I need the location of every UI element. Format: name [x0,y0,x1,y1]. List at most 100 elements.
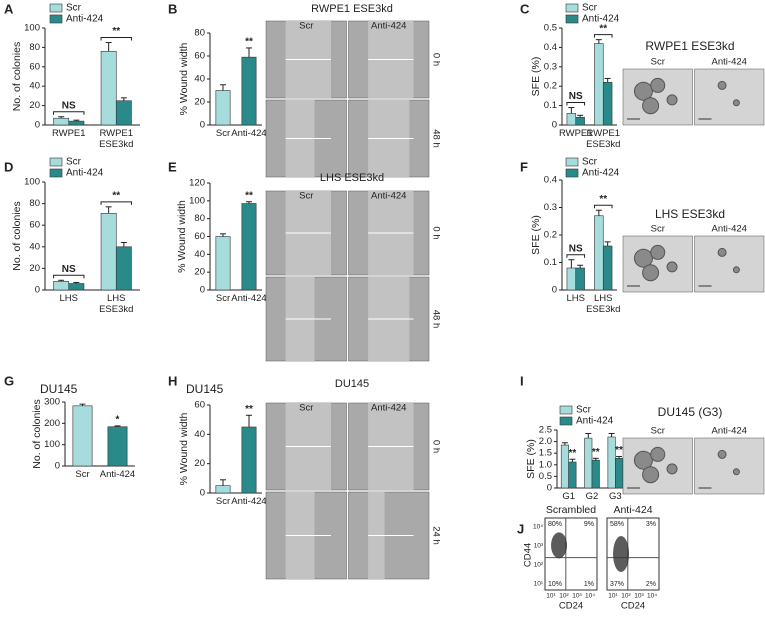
significance-label: ** [112,190,120,201]
y-tick-label: 20 [29,100,40,111]
sphere [732,468,740,476]
legend-swatch [565,14,579,24]
legend-label: Anti-424 [576,416,614,427]
sphere [666,94,678,106]
x-tick-label: LHS [59,293,78,304]
bar [72,405,93,467]
significance-bracket [593,204,613,209]
bar [602,245,613,291]
x-tick-label-box: G3 [608,491,622,502]
bar [594,43,604,126]
column-label: Anti-424 [712,57,747,68]
row-label: 48 h [430,129,441,148]
bar [215,236,231,291]
legend-swatch [559,405,573,415]
quadrant-percent: 3% [646,521,656,528]
legend-swatch [49,168,63,178]
column-label: Anti-424 [371,403,406,414]
legend-swatch [559,416,573,426]
cell-cloud [551,532,568,559]
y-tick-label: 2.5 [539,425,552,436]
y-axis-label: % Wound width [178,412,190,485]
y-axis-label: SFE (%) [530,57,542,97]
x-tick-label: Scr [215,496,231,507]
panel-letter: G [4,373,14,388]
y-tick-label: 0.3 [544,202,557,213]
bar [602,82,613,126]
x-tick-label-box: LHS ESE3kd [586,293,621,315]
bar [594,215,604,291]
y-tick-label: 0.5 [539,471,552,482]
legend-label: Anti-424 [582,14,620,25]
legend-label: Scr [582,157,598,168]
x-tick-label: RWPE1 [51,128,86,139]
quadrant-percent: 9% [584,521,594,528]
x-tick-label: RWPE1 [558,128,593,139]
significance-label: ** [599,23,607,34]
quadrant-percent: 58% [610,521,624,528]
x-tick-label: LHS ESE3kd [586,293,621,315]
significance-label: ** [615,445,623,456]
quadrant-percent: 10% [548,581,562,588]
y-tick-label: 60 [194,231,205,242]
x-axis-label: CD24 [621,601,645,612]
sphere [642,466,660,484]
x-tick-label: Scr [215,293,231,304]
y-tick-label: 40 [29,81,40,92]
x-tick-label: LHS [566,293,585,304]
y-tick-label: 60 [29,220,40,231]
significance-label: NS [62,100,76,111]
panel-letter: I [520,373,524,388]
x-tick-label-box: Scr [215,293,231,304]
bar [566,113,577,126]
micrograph [622,68,693,126]
significance-label: ** [569,448,577,459]
significance-label: NS [569,243,583,254]
significance-bracket [566,254,586,258]
x-tick-label: RWPE1 ESE3kd [586,128,621,150]
sphere [732,266,740,274]
column-label: Scr [299,21,313,32]
y-tick-label: 0.4 [544,175,557,186]
column-label: Anti-424 [371,21,406,32]
y-axis-label: No. of colonies [11,201,23,270]
image-title: DU145 [335,378,369,390]
x-tick-label: 10³ [572,593,582,600]
image-title: DU145 (G3) [658,405,723,419]
x-tick-label-box: Anti-424 [100,469,135,480]
y-tick-label: 0.4 [544,42,557,53]
bar [68,283,85,291]
quadrant-percent: 1% [584,581,594,588]
legend-label: Anti-424 [582,168,620,179]
x-tick-label-box: Anti-424 [231,293,267,304]
y-tick-label: 0 [200,120,205,131]
x-tick-label-box: Scr [75,469,89,480]
legend-label: Scr [582,3,598,14]
row-label: 0 h [430,53,441,66]
y-axis-label: SFE (%) [530,215,542,255]
y-tick-label: 80 [194,213,205,224]
significance-label: ** [592,447,600,458]
x-tick-label: LHS ESE3kd [99,293,134,315]
micrograph [622,437,693,495]
x-axis-label: CD24 [559,601,583,612]
micrograph [694,437,765,495]
y-tick-label: 40 [194,429,205,440]
sphere [666,463,678,475]
y-tick-label: 10⁴ [533,524,543,531]
legend-label: Scr [66,3,82,14]
y-tick-label: 40 [194,249,205,260]
x-tick-label-box: RWPE1 ESE3kd [586,128,621,150]
x-tick-label: G3 [608,491,622,502]
quadrant-percent: 80% [548,521,562,528]
y-tick-label: 80 [29,42,40,53]
significance-label: ** [599,194,607,205]
x-tick-label: Anti-424 [231,293,267,304]
y-tick-label: 100 [24,23,40,34]
y-tick-label: 40 [194,74,205,85]
sphere [717,247,727,257]
y-axis-label: CD44 [523,543,534,567]
x-tick-label: RWPE1 ESE3kd [99,128,134,150]
sphere [717,80,727,90]
bar [53,117,70,126]
